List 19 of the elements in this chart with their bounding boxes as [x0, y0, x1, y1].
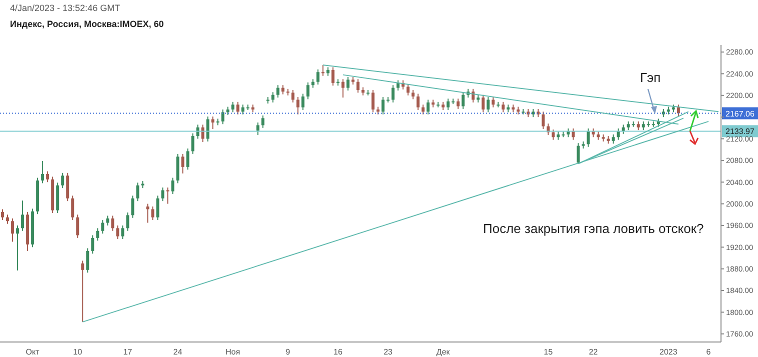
x-tick-label: 22: [588, 348, 598, 357]
x-tick-label: 23: [384, 348, 394, 357]
x-tick-label: Окт: [26, 348, 40, 357]
x-tick-label: 10: [73, 348, 83, 357]
x-tick-label: 15: [544, 348, 554, 357]
x-tick-label: Ноя: [226, 348, 240, 357]
x-tick-label: Дек: [436, 348, 450, 357]
ref-line-label: 2167.06: [726, 109, 756, 118]
ref-line-label: 2133.97: [726, 127, 756, 136]
x-tick-label: 9: [286, 348, 291, 357]
annotation: Гэп: [640, 70, 661, 85]
x-tick-label: 24: [173, 348, 183, 357]
chart-title: Индекс, Россия, Москва:IMOEX, 60: [10, 19, 164, 29]
chart-subtitle: 4/Jan/2023 - 13:52:46 GMT: [10, 3, 120, 13]
x-tick-label: 2023: [660, 348, 678, 357]
x-tick-label: 16: [334, 348, 343, 357]
x-tick-label: 6: [706, 348, 712, 357]
annotation: После закрытия гэпа ловить отскок?: [483, 221, 704, 236]
x-tick-label: 17: [123, 348, 133, 357]
